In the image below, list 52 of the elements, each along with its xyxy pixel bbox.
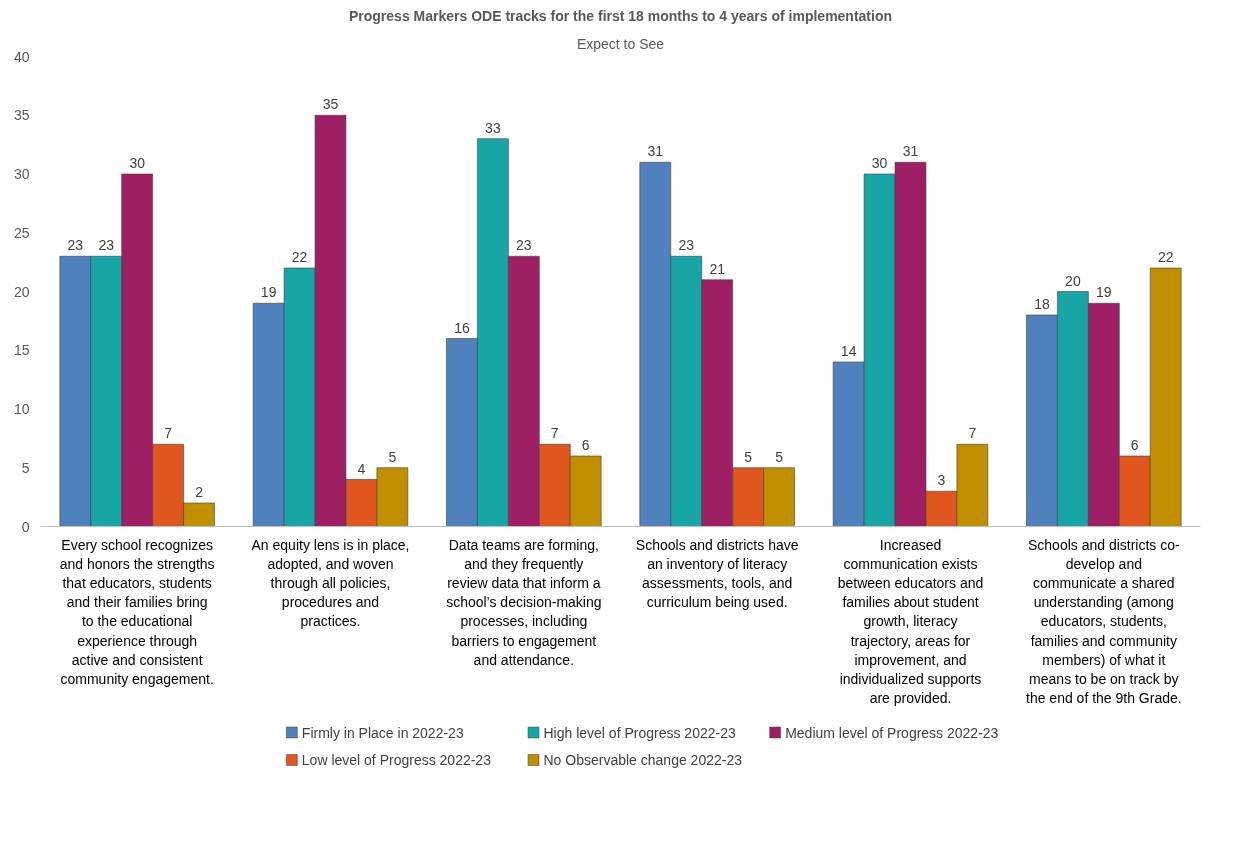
y-tick-label: 20	[13, 283, 30, 300]
data-label: 20	[1065, 272, 1081, 289]
x-tick-label: An equity lens is in place, adopted, and woven through all policies, procedures and practices.	[251, 536, 410, 630]
legend-label: Medium level of Progress 2022-23	[785, 724, 999, 741]
y-tick-label: 10	[13, 401, 30, 417]
data-label: 23	[516, 237, 532, 254]
data-label: 5	[388, 448, 397, 465]
data-label: 2	[195, 484, 204, 500]
y-tick-label: 0	[21, 518, 30, 535]
legend-label: Low level of Progress 2022-23	[301, 752, 492, 768]
chart-title: Progress Markers ODE tracks for the first 18 months to 4 years of implementation	[348, 7, 893, 24]
data-label: 7	[550, 425, 559, 442]
y-tick-label: 5	[21, 459, 30, 476]
legend-label: Firmly in Place in 2022-23	[301, 724, 464, 741]
x-tick-label: Schools and districts have an inventory of literacy assessments, tools, and curriculum being used.	[635, 536, 799, 611]
data-label: 23	[67, 237, 84, 254]
data-label: 30	[129, 155, 146, 171]
data-label: 23	[678, 237, 695, 254]
data-label: 6	[1130, 437, 1139, 453]
data-label: 33	[485, 119, 501, 136]
data-label: 19	[260, 284, 277, 301]
data-label: 18	[1034, 296, 1050, 312]
data-label: 4	[357, 460, 366, 477]
category-label: Increased communication exists between educators and families about student growth, literacy trajectory, areas for improvement, and individualized supports are provided.	[837, 536, 984, 707]
legend-label: No Observable change 2022-23	[543, 752, 743, 768]
data-label: 30	[871, 155, 888, 171]
x-tick-label: Data teams are forming, and they frequently review data that inform a school’s decision-making processes, including barriers to engagement and attendance.	[446, 536, 602, 668]
category-label: Schools and districts co- develop and communicate a shared understanding (among educators, students, families and community members) of what it means to be on track by the end of the 9th Grade.	[1026, 536, 1182, 707]
y-tick-label: 15	[13, 342, 30, 359]
data-label: 31	[902, 143, 919, 160]
data-label: 3	[937, 472, 946, 489]
y-tick-label: 40	[13, 48, 30, 65]
y-tick-label: 30	[13, 166, 30, 182]
data-label: 5	[775, 448, 784, 465]
chart-subtitle: Expect to See	[576, 35, 665, 52]
data-label: 23	[98, 237, 115, 254]
data-label: 22	[1157, 249, 1174, 265]
data-label: 22	[291, 249, 308, 265]
data-label: 14	[840, 343, 857, 359]
x-tick-label: Every school recognizes and honors the strengths that educators, students and their families bring to the educational experience through active and consistent community engagement.	[59, 536, 215, 687]
data-label: 6	[581, 437, 590, 453]
data-label: 35	[322, 96, 339, 113]
data-label: 16	[454, 319, 470, 336]
data-label: 21	[709, 260, 726, 277]
data-label: 31	[647, 143, 664, 160]
data-label: 19	[1096, 284, 1112, 301]
legend-label: High level of Progress 2022-23	[543, 724, 736, 741]
y-tick-label: 25	[13, 224, 30, 241]
data-label: 5	[744, 448, 753, 465]
data-label: 7	[968, 425, 977, 442]
y-tick-label: 35	[13, 107, 30, 124]
data-label: 7	[164, 425, 173, 442]
